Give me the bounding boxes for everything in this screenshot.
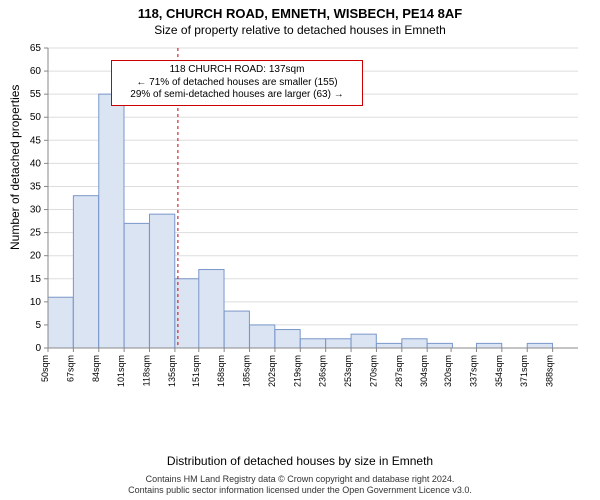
footer-attribution: Contains HM Land Registry data © Crown c…	[0, 474, 600, 496]
svg-text:45: 45	[30, 135, 42, 146]
callout-box: 118 CHURCH ROAD: 137sqm← 71% of detached…	[111, 60, 363, 106]
x-axis-label: Distribution of detached houses by size …	[0, 454, 600, 468]
svg-text:337sqm: 337sqm	[468, 355, 478, 387]
svg-text:118sqm: 118sqm	[142, 355, 152, 386]
svg-text:50sqm: 50sqm	[40, 355, 50, 382]
svg-text:30: 30	[30, 205, 42, 216]
histogram-bar	[73, 196, 98, 348]
svg-text:60: 60	[30, 66, 42, 77]
callout-line1: 118 CHURCH ROAD: 137sqm	[118, 64, 356, 77]
svg-text:0: 0	[35, 343, 41, 354]
histogram-bar	[351, 334, 376, 348]
svg-text:67sqm: 67sqm	[65, 355, 75, 382]
svg-text:55: 55	[30, 89, 42, 100]
svg-text:304sqm: 304sqm	[419, 355, 429, 387]
histogram-bar	[175, 279, 200, 348]
y-axis-label: Number of detached properties	[8, 85, 22, 250]
histogram-bar	[376, 343, 401, 348]
histogram-bar	[275, 330, 300, 348]
histogram-bar	[250, 325, 275, 348]
svg-text:388sqm: 388sqm	[545, 355, 555, 387]
histogram-bar	[150, 214, 175, 348]
svg-text:185sqm: 185sqm	[242, 355, 252, 387]
histogram-bar	[99, 94, 124, 348]
svg-text:236sqm: 236sqm	[318, 355, 328, 387]
svg-text:168sqm: 168sqm	[216, 355, 226, 387]
chart-subtitle: Size of property relative to detached ho…	[0, 21, 600, 37]
svg-text:10: 10	[30, 297, 42, 308]
svg-text:50: 50	[30, 112, 42, 123]
svg-text:65: 65	[30, 43, 42, 54]
callout-line3: 29% of semi-detached houses are larger (…	[118, 89, 356, 102]
svg-text:320sqm: 320sqm	[443, 355, 453, 387]
svg-text:15: 15	[30, 274, 42, 285]
svg-text:151sqm: 151sqm	[191, 355, 201, 387]
svg-text:219sqm: 219sqm	[292, 355, 302, 387]
histogram-bar	[476, 343, 501, 348]
callout-line2: ← 71% of detached houses are smaller (15…	[118, 77, 356, 90]
histogram-bar	[326, 339, 351, 348]
histogram-bar	[224, 311, 249, 348]
svg-text:354sqm: 354sqm	[494, 355, 504, 387]
histogram-bar	[48, 297, 73, 348]
chart-title: 118, CHURCH ROAD, EMNETH, WISBECH, PE14 …	[0, 0, 600, 21]
svg-text:40: 40	[30, 158, 42, 169]
svg-text:5: 5	[35, 320, 41, 331]
histogram-bar	[527, 343, 552, 348]
svg-text:270sqm: 270sqm	[368, 355, 378, 387]
histogram-bar	[124, 223, 149, 348]
footer-line2: Contains public sector information licen…	[0, 485, 600, 496]
footer-line1: Contains HM Land Registry data © Crown c…	[0, 474, 600, 485]
svg-text:371sqm: 371sqm	[519, 355, 529, 387]
svg-text:135sqm: 135sqm	[167, 355, 177, 387]
svg-text:101sqm: 101sqm	[116, 355, 126, 387]
svg-text:25: 25	[30, 228, 42, 239]
histogram-plot: 0510152025303540455055606550sqm67sqm84sq…	[48, 48, 578, 388]
svg-text:20: 20	[30, 251, 42, 262]
histogram-bar	[300, 339, 325, 348]
svg-text:84sqm: 84sqm	[91, 355, 101, 382]
histogram-bar	[427, 343, 452, 348]
histogram-bar	[402, 339, 427, 348]
svg-text:287sqm: 287sqm	[394, 355, 404, 387]
svg-text:35: 35	[30, 181, 42, 192]
histogram-bar	[199, 270, 224, 348]
svg-text:202sqm: 202sqm	[267, 355, 277, 387]
svg-text:253sqm: 253sqm	[343, 355, 353, 387]
